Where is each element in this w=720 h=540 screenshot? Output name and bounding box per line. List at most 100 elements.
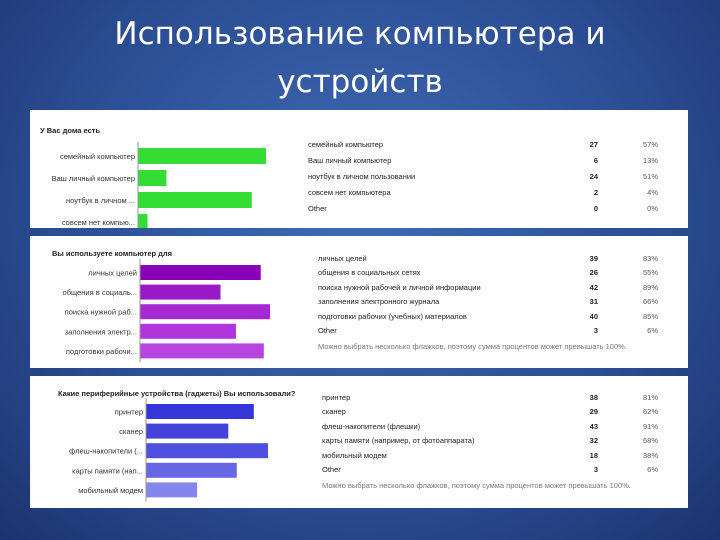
table-row: карты памяти (например, от фотоаппарата)…	[322, 434, 658, 448]
table-row: поиска нужной рабочей и личной информаци…	[318, 281, 658, 295]
bar	[146, 482, 198, 498]
answer-percent: 66%	[642, 297, 658, 307]
answer-label: флеш-накопители (флешки)	[322, 421, 421, 431]
bar	[140, 343, 264, 359]
answer-percent: 55%	[642, 268, 658, 278]
answer-percent: 91%	[642, 421, 658, 431]
tick-label: личных целей	[88, 269, 137, 278]
bar	[138, 170, 167, 186]
answer-label: Ваш личный компьютер	[308, 156, 392, 165]
tick-label: сканер	[119, 427, 143, 436]
answer-percent: 51%	[642, 172, 658, 181]
results-table: принтер 38 81% сканер 29 62% флеш-накопители (…	[322, 391, 658, 490]
answer-percent: 85%	[642, 311, 658, 321]
answer-label: мобильный модем	[322, 450, 387, 460]
answer-label: Other	[318, 325, 337, 335]
tick-label: Ваш личный компьютер	[52, 174, 135, 183]
tick-label: мобильный модем	[78, 486, 143, 495]
answer-count: 6	[593, 156, 598, 165]
bar	[138, 148, 266, 164]
answer-percent: 6%	[647, 325, 658, 335]
answer-label: Other	[322, 464, 341, 474]
table-row: мобильный модем 18 38%	[322, 449, 658, 463]
answer-count: 24	[589, 172, 598, 181]
answer-count: 18	[589, 450, 598, 460]
answer-percent: 38%	[642, 450, 658, 460]
answer-label: ноутбук в личном пользовании	[308, 172, 416, 181]
bar	[140, 304, 270, 320]
tick-label: ноутбук в личном ...	[66, 196, 135, 205]
answer-percent: 89%	[642, 282, 658, 292]
answer-label: поиска нужной рабочей и личной информаци…	[318, 282, 481, 292]
answer-count: 26	[589, 268, 598, 278]
table-row: подготовки рабочих (учебных) материалов 4…	[318, 310, 658, 324]
bar	[146, 443, 268, 459]
answer-count: 42	[589, 282, 598, 292]
chart-gadgets: принтер сканер флеш-накопители (... карты п…	[69, 398, 268, 502]
answer-percent: 4%	[647, 188, 658, 197]
answer-count: 38	[589, 393, 598, 402]
answer-count: 3	[593, 464, 598, 474]
table-row: заполнения электронного журнала 31 66%	[318, 295, 658, 309]
slide-title-line-1: Использование компьютера и	[114, 16, 606, 52]
answer-count: 39	[589, 254, 598, 263]
survey-panel-gadgets: принтер сканер флеш-накопители (... карты п…	[30, 376, 688, 508]
answer-count: 40	[589, 311, 598, 321]
table-row: Ваш личный компьютер 6 13%	[308, 153, 658, 169]
answer-label: карты памяти (например, от фотоаппарата)	[322, 436, 475, 446]
answer-label: Other	[308, 204, 327, 213]
answer-percent: 81%	[642, 393, 658, 402]
table-row: личных целей 39 83%	[318, 252, 658, 266]
survey-panel-home-computers: семейный компьютер Ваш личный компьютер но…	[30, 110, 688, 228]
table-row: Other 0 0%	[308, 201, 658, 217]
table-row: Other 3 6%	[322, 463, 658, 477]
answer-percent: 68%	[642, 436, 658, 446]
tick-label: общения в социаль...	[63, 288, 137, 297]
table-row: Other 3 6%	[318, 324, 658, 338]
survey-panel-computer-use: личных целей общения в социаль... поиска н…	[30, 236, 688, 368]
footnote: Можно выбрать несколько флажков, поэтому…	[318, 342, 627, 352]
table-row: совсем нет компьютера 2 4%	[308, 185, 658, 201]
tick-label: заполнения электр...	[65, 327, 137, 336]
answer-percent: 62%	[642, 407, 658, 417]
bar	[140, 265, 261, 280]
answer-count: 31	[589, 297, 598, 307]
tick-label: принтер	[115, 408, 143, 417]
tick-label: совсем нет компью...	[62, 218, 135, 227]
answer-label: заполнения электронного журнала	[318, 297, 440, 307]
answer-count: 0	[593, 204, 598, 213]
slide-title-line-2: устройств	[277, 64, 443, 100]
bar	[140, 323, 236, 339]
answer-percent: 6%	[647, 464, 658, 474]
answer-label: семейный компьютер	[308, 140, 384, 149]
answer-label: подготовки рабочих (учебных) материалов	[318, 311, 467, 321]
question-title: Вы используете компьютер для	[52, 249, 173, 258]
tick-label: поиска нужной раб...	[65, 308, 137, 317]
table-row: ноутбук в личном пользовании 24 51%	[308, 169, 658, 185]
bar	[146, 404, 254, 419]
table-row: флеш-накопители (флешки) 43 91%	[322, 420, 658, 434]
table-row: общения в социальных сетях 26 55%	[318, 266, 658, 280]
slide-title: Использование компьютера и устройств	[0, 10, 720, 106]
answer-count: 43	[589, 421, 598, 431]
answer-count: 27	[589, 140, 598, 149]
answer-percent: 57%	[642, 140, 658, 149]
answer-label: принтер	[322, 393, 351, 402]
bar	[146, 462, 237, 478]
results-table: личных целей 39 83% общения в социальных се…	[318, 252, 658, 351]
answer-count: 32	[589, 436, 598, 446]
question-title: У Вас дома есть	[40, 126, 101, 135]
bar	[140, 284, 221, 300]
answer-count: 2	[593, 188, 598, 197]
footnote: Можно выбрать несколько флажков, поэтому…	[322, 481, 631, 491]
table-row: семейный компьютер 27 57%	[308, 137, 658, 153]
bar	[138, 214, 148, 228]
answer-percent: 83%	[642, 254, 658, 263]
bar	[146, 423, 229, 439]
chart-computer-use: личных целей общения в социаль... поиска н…	[63, 259, 270, 363]
table-row: сканер 29 62%	[322, 405, 658, 419]
answer-label: общения в социальных сетях	[318, 268, 421, 278]
bar	[138, 192, 252, 208]
answer-count: 29	[589, 407, 598, 417]
table-row: принтер 38 81%	[322, 391, 658, 405]
